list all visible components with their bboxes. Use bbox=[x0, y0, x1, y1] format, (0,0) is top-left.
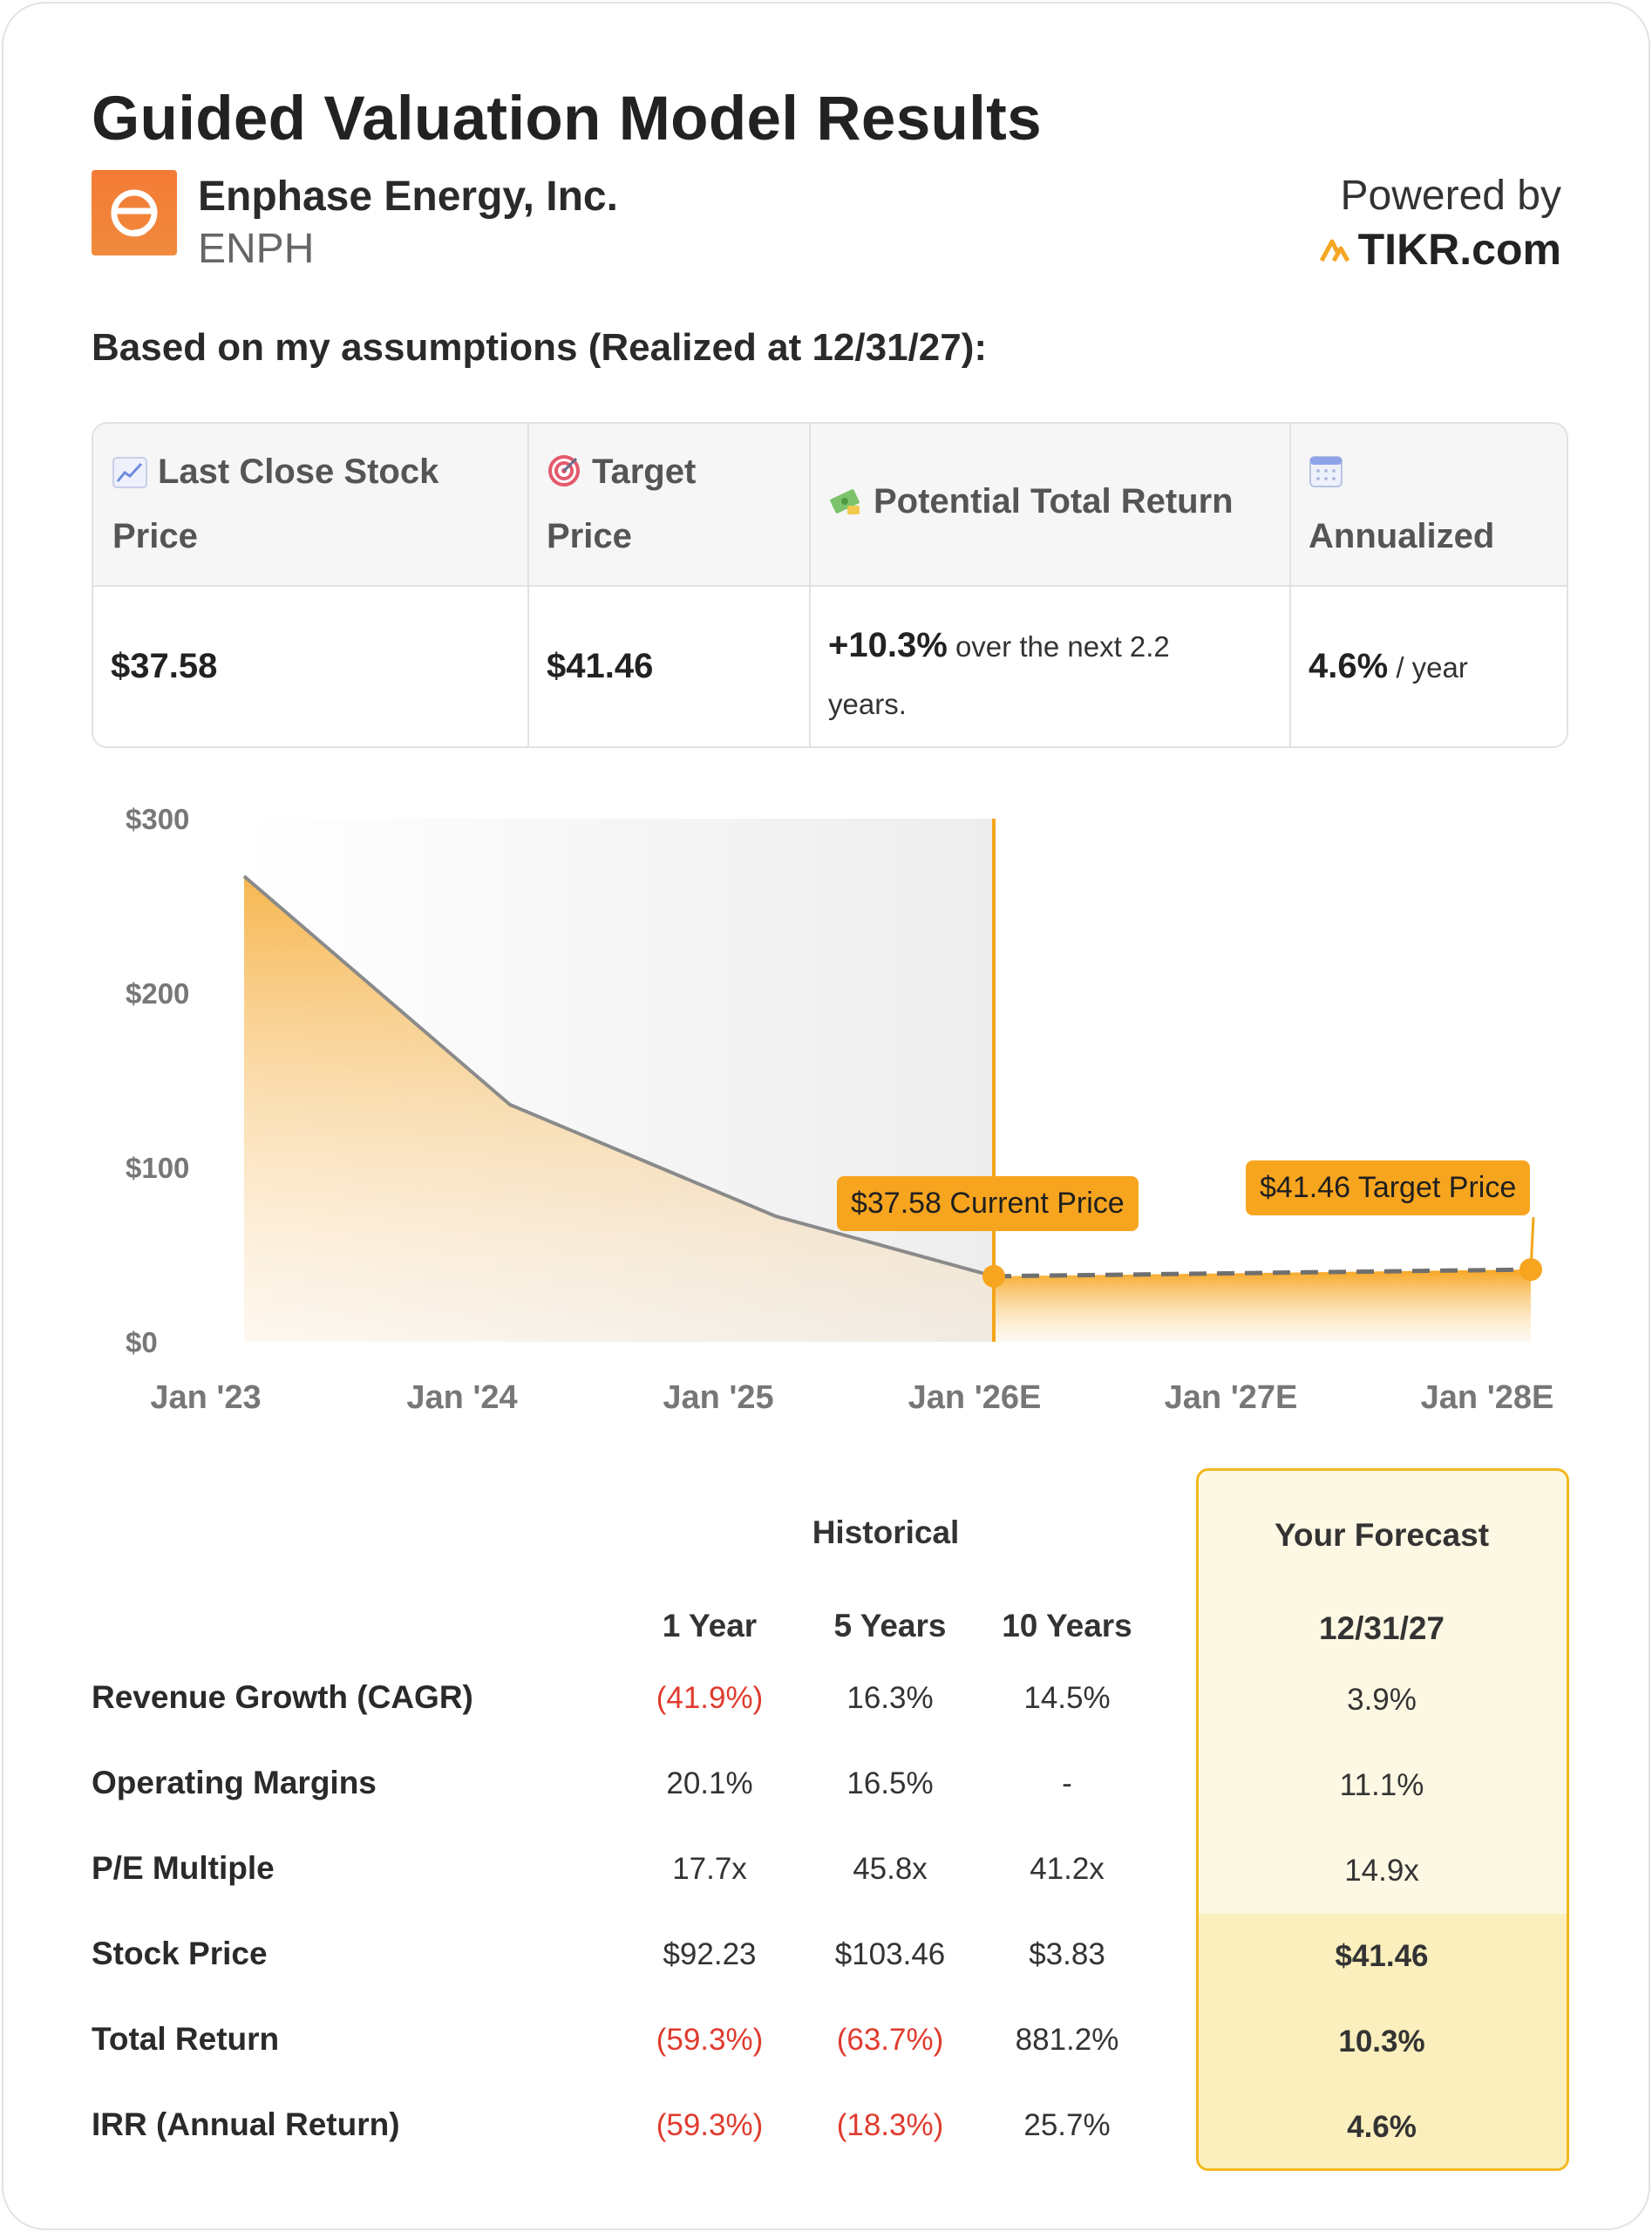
x-axis-tick-label: Jan '24 bbox=[406, 1379, 518, 1416]
summary-header-total-return: Potential Total Return bbox=[828, 472, 1234, 536]
summary-col-total-return: Potential Total Return +10.3% over the n… bbox=[811, 424, 1291, 746]
forecast-column-box bbox=[1196, 1468, 1569, 2171]
metric-forecast-value: 14.9x bbox=[1344, 1854, 1419, 1888]
summary-header-target: Target Price bbox=[547, 442, 696, 566]
ticker-symbol: ENPH bbox=[198, 226, 315, 272]
total-return-value: +10.3% bbox=[828, 626, 948, 664]
historical-heading: Historical bbox=[812, 1514, 960, 1550]
metric-value: $3.83 bbox=[1029, 1937, 1105, 1971]
metric-value: (59.3%) bbox=[656, 2108, 764, 2142]
target-price-tooltip: $41.46 Target Price bbox=[1246, 1160, 1531, 1216]
metric-row-label: Operating Margins bbox=[92, 1765, 377, 1800]
target-price-value: $41.46 bbox=[547, 647, 654, 685]
metric-value: 16.3% bbox=[846, 1681, 934, 1715]
current-price-point bbox=[982, 1264, 1005, 1288]
metric-value: 14.5% bbox=[1023, 1681, 1111, 1715]
metric-value: (59.3%) bbox=[656, 2023, 764, 2057]
x-axis-tick-label: Jan '23 bbox=[150, 1379, 262, 1416]
metric-row-label: Total Return bbox=[92, 2021, 280, 2057]
y-axis-tick-label: $100 bbox=[126, 1152, 190, 1184]
annualized-suffix: / year bbox=[1388, 651, 1468, 684]
metric-value: $92.23 bbox=[663, 1937, 757, 1971]
chart-plot bbox=[242, 819, 1542, 1342]
x-axis-tick-label: Jan '28E bbox=[1420, 1379, 1554, 1416]
summary-col-annualized: Annualized 4.6% / year bbox=[1291, 424, 1567, 746]
metric-row-label: P/E Multiple bbox=[92, 1850, 275, 1886]
forecast-highlight-band bbox=[1199, 1914, 1567, 2168]
tikr-brand-text: TIKR.com bbox=[1357, 225, 1561, 274]
metric-value: 17.7x bbox=[672, 1852, 747, 1886]
metric-row-label: IRR (Annual Return) bbox=[92, 2106, 400, 2142]
col-header-1-year: 1 Year bbox=[662, 1608, 758, 1643]
current-price-tooltip: $37.58 Current Price bbox=[836, 1175, 1139, 1231]
x-axis-tick-label: Jan '27E bbox=[1164, 1379, 1298, 1416]
total-return-cell: +10.3% over the next 2.2 years. bbox=[828, 616, 1273, 738]
col-header-forecast: 12/31/27 bbox=[1318, 1610, 1445, 1646]
metric-value: $103.46 bbox=[834, 1937, 946, 1971]
metric-value: 25.7% bbox=[1023, 2108, 1111, 2142]
assumptions-heading: Based on my assumptions (Realized at 12/… bbox=[92, 326, 988, 369]
metric-value: 45.8x bbox=[853, 1852, 928, 1886]
forecast-heading: Your Forecast bbox=[1274, 1517, 1490, 1553]
metric-forecast-value: 11.1% bbox=[1339, 1768, 1424, 1802]
summary-header-last-close: Last Close Stock Price bbox=[112, 442, 438, 566]
calendar-icon bbox=[1309, 447, 1343, 507]
money-icon bbox=[828, 477, 863, 536]
target-price-point bbox=[1519, 1258, 1542, 1282]
metric-row-label: Stock Price bbox=[92, 1936, 268, 1971]
metric-value: - bbox=[1062, 1766, 1072, 1800]
annualized-cell: 4.6% / year bbox=[1309, 647, 1468, 686]
col-header-5-years: 5 Years bbox=[833, 1608, 947, 1643]
y-axis-tick-label: $300 bbox=[126, 803, 190, 835]
enphase-logo-icon bbox=[92, 170, 177, 255]
forecast-line bbox=[993, 1267, 1532, 1279]
total-return-suffix2: years. bbox=[828, 688, 907, 720]
summary-table: Last Close Stock Price $37.58 Target Price… bbox=[92, 422, 1568, 748]
summary-header-row bbox=[93, 424, 1567, 587]
metric-value: (18.3%) bbox=[836, 2108, 944, 2142]
tikr-logo-icon bbox=[1319, 239, 1349, 262]
last-close-value: $37.58 bbox=[111, 647, 218, 685]
forecast-area bbox=[993, 1269, 1531, 1342]
powered-by-label: Powered by bbox=[1340, 173, 1561, 219]
metric-value: (63.7%) bbox=[836, 2023, 944, 2057]
metric-value: 881.2% bbox=[1015, 2023, 1119, 2057]
metric-forecast-value: 3.9% bbox=[1347, 1683, 1417, 1717]
metric-value: 41.2x bbox=[1030, 1852, 1105, 1886]
page-title: Guided Valuation Model Results bbox=[92, 85, 1042, 153]
price-chart: $300 $200 $100 $0 Jan '23 Jan '24 Jan '25 Jan … bbox=[3, 788, 1652, 1451]
historical-line bbox=[242, 874, 995, 1278]
metric-value: 16.5% bbox=[846, 1766, 934, 1800]
total-return-suffix: over the next 2.2 bbox=[947, 630, 1170, 663]
col-header-10-years: 10 Years bbox=[1002, 1608, 1132, 1643]
y-axis-tick-label: $0 bbox=[126, 1326, 158, 1358]
target-icon bbox=[547, 447, 581, 507]
metric-forecast-value: 10.3% bbox=[1338, 2024, 1425, 2058]
summary-col-last-close: Last Close Stock Price $37.58 bbox=[93, 424, 529, 746]
metric-row-label: Revenue Growth (CAGR) bbox=[92, 1679, 473, 1715]
x-axis-tick-label: Jan '26E bbox=[908, 1379, 1042, 1416]
metric-value: (41.9%) bbox=[656, 1681, 764, 1715]
tikr-brand-link[interactable]: TIKR.com bbox=[1319, 224, 1561, 275]
x-axis-tick-label: Jan '25 bbox=[663, 1379, 774, 1416]
metric-forecast-value: 4.6% bbox=[1347, 2110, 1417, 2144]
line-chart-icon bbox=[112, 447, 147, 507]
metric-value: 20.1% bbox=[666, 1766, 753, 1800]
summary-col-target: Target Price $41.46 bbox=[529, 424, 811, 746]
summary-header-annualized: Annualized bbox=[1309, 442, 1494, 566]
y-axis-tick-label: $200 bbox=[126, 977, 190, 1010]
annualized-value: 4.6% bbox=[1309, 647, 1389, 685]
company-name: Enphase Energy, Inc. bbox=[198, 174, 618, 220]
metric-forecast-value: $41.46 bbox=[1335, 1939, 1429, 1973]
